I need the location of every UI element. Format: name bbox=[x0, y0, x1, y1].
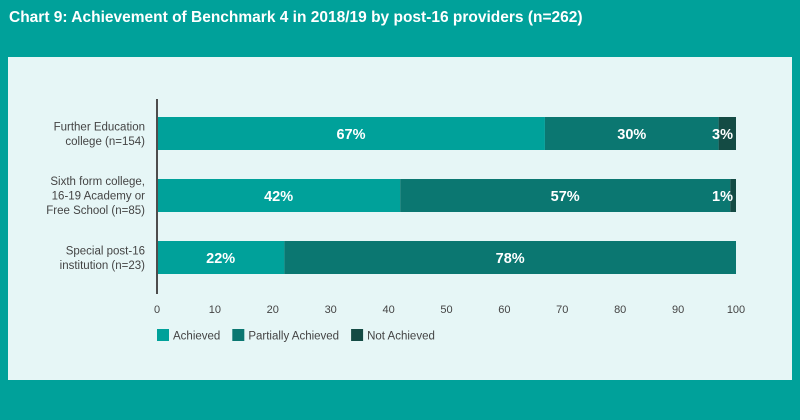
data-label: 3% bbox=[712, 127, 733, 143]
legend-swatch bbox=[157, 329, 169, 341]
stacked-bar-chart: Further Education college (n=154) 67% 30% 3%… bbox=[46, 99, 745, 343]
x-tick-label: 10 bbox=[209, 304, 221, 316]
bar-segment bbox=[157, 179, 401, 212]
data-label: 67% bbox=[336, 127, 365, 143]
bar-segment bbox=[544, 117, 719, 150]
bar-segment bbox=[400, 179, 731, 212]
bar-segment bbox=[157, 117, 545, 150]
bar-segment bbox=[718, 117, 736, 150]
data-label: 57% bbox=[551, 189, 580, 205]
legend-label: Partially Achieved bbox=[248, 331, 339, 343]
category-label: college (n=154) bbox=[65, 136, 145, 148]
x-tick-label: 20 bbox=[267, 304, 279, 316]
x-tick-label: 100 bbox=[727, 304, 745, 316]
bar-segment bbox=[284, 241, 736, 274]
legend-label: Achieved bbox=[173, 331, 220, 343]
legend-swatch bbox=[232, 329, 245, 341]
category-label: Sixth form college, bbox=[50, 176, 145, 188]
chart-title: Chart 9: Achievement of Benchmark 4 in 2… bbox=[9, 9, 583, 26]
x-tick-label: 30 bbox=[325, 304, 337, 316]
bar-segment bbox=[730, 179, 736, 212]
legend-label: Not Achieved bbox=[367, 331, 435, 343]
x-tick-label: 90 bbox=[672, 304, 684, 316]
x-tick-label: 70 bbox=[556, 304, 568, 316]
category-label: Free School (n=85) bbox=[46, 205, 145, 217]
x-tick-label: 80 bbox=[614, 304, 626, 316]
data-label: 42% bbox=[264, 189, 293, 205]
category-label: 16-19 Academy or bbox=[52, 191, 146, 203]
chart-panel: Further Education college (n=154) 67% 30% 3%… bbox=[8, 57, 792, 380]
bar-segment bbox=[157, 241, 285, 274]
category-label: Further Education bbox=[54, 121, 145, 133]
x-tick-label: 60 bbox=[498, 304, 510, 316]
category-label: Special post-16 bbox=[66, 245, 145, 257]
legend-swatch bbox=[351, 329, 364, 341]
x-tick-label: 50 bbox=[440, 304, 452, 316]
data-label: 30% bbox=[617, 127, 646, 143]
category-label: institution (n=23) bbox=[60, 260, 146, 272]
x-tick-label: 40 bbox=[382, 304, 394, 316]
data-label: 1% bbox=[712, 189, 733, 205]
data-label: 78% bbox=[496, 251, 525, 267]
x-tick-label: 0 bbox=[154, 304, 160, 316]
data-label: 22% bbox=[206, 251, 235, 267]
